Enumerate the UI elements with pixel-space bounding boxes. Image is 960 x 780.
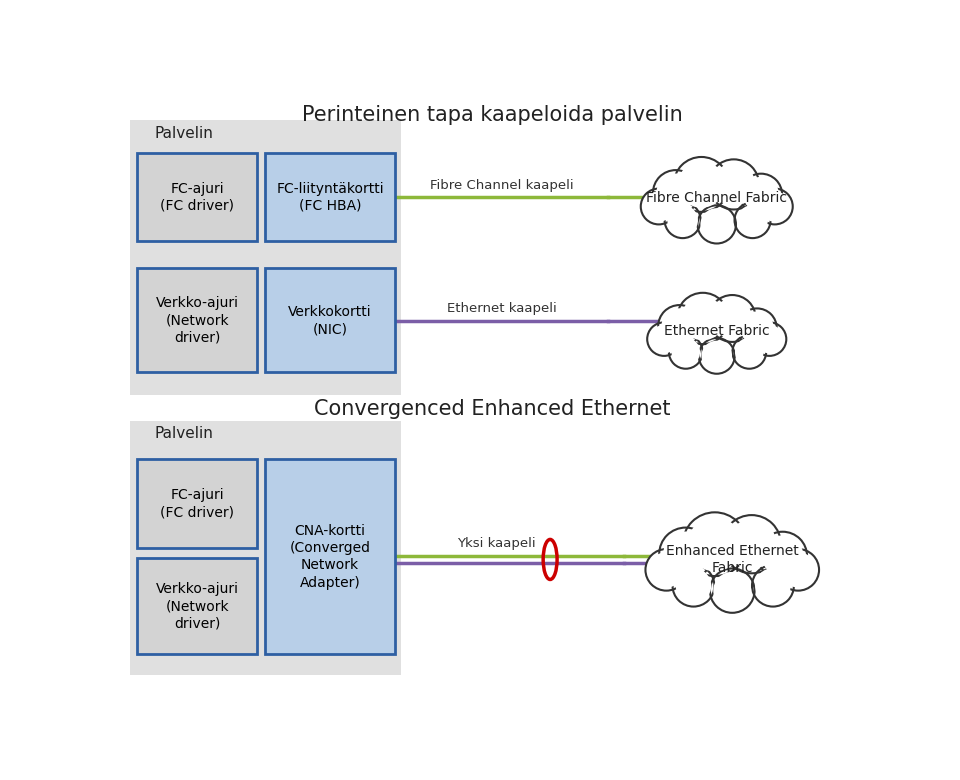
Circle shape [727,519,777,569]
FancyBboxPatch shape [265,153,396,242]
Circle shape [756,325,783,353]
Circle shape [752,565,794,607]
Circle shape [780,552,816,587]
FancyBboxPatch shape [130,120,401,395]
Circle shape [702,341,732,371]
FancyBboxPatch shape [265,459,396,654]
Circle shape [664,202,701,238]
Circle shape [712,299,753,339]
Circle shape [643,191,674,222]
Circle shape [737,308,777,348]
Text: Fibre Channel kaapeli: Fibre Channel kaapeli [430,179,573,192]
Circle shape [753,322,786,356]
Circle shape [722,515,780,573]
Text: CNA-kortti
(Converged
Network
Adapter): CNA-kortti (Converged Network Adapter) [290,524,371,590]
Circle shape [737,205,768,236]
Circle shape [735,338,763,366]
FancyBboxPatch shape [137,459,257,548]
Circle shape [671,338,700,366]
Circle shape [759,191,790,222]
Circle shape [653,170,699,215]
Circle shape [678,161,725,207]
Text: Palvelin: Palvelin [155,126,214,141]
Circle shape [710,569,755,613]
Circle shape [681,296,725,340]
Circle shape [674,157,729,212]
Circle shape [778,549,819,590]
Circle shape [758,532,807,580]
Circle shape [667,205,698,236]
Circle shape [712,163,756,206]
FancyBboxPatch shape [265,268,396,372]
Circle shape [663,531,708,576]
Circle shape [683,512,747,576]
Text: FC-ajuri
(FC driver): FC-ajuri (FC driver) [160,488,234,519]
Text: Verkko-ajuri
(Network
driver): Verkko-ajuri (Network driver) [156,582,239,630]
Text: Ethernet Fabric: Ethernet Fabric [664,324,770,338]
Circle shape [661,308,698,344]
Circle shape [660,527,712,580]
Circle shape [657,173,695,212]
Circle shape [713,572,752,609]
Circle shape [732,335,766,369]
Text: Ethernet kaapeli: Ethernet kaapeli [446,303,557,315]
Circle shape [701,208,733,241]
Text: FC-ajuri
(FC driver): FC-ajuri (FC driver) [160,182,234,213]
FancyBboxPatch shape [130,421,401,675]
Circle shape [673,565,714,607]
Circle shape [659,305,701,348]
Circle shape [676,568,711,604]
Circle shape [698,205,736,243]
Circle shape [649,552,684,587]
Circle shape [645,549,687,590]
Text: FC-liityntäkortti
(FC HBA): FC-liityntäkortti (FC HBA) [276,182,384,213]
Circle shape [647,322,681,356]
Circle shape [708,159,759,210]
Circle shape [756,189,793,225]
Text: Fibre Channel Fabric: Fibre Channel Fabric [646,190,787,204]
Circle shape [740,174,782,215]
Circle shape [743,177,779,212]
Text: Verkkokortti
(NIC): Verkkokortti (NIC) [288,305,372,336]
Circle shape [756,568,791,604]
Text: Verkko-ajuri
(Network
driver): Verkko-ajuri (Network driver) [156,296,239,345]
Circle shape [640,189,677,225]
Circle shape [708,295,756,342]
Text: Enhanced Ethernet
Fabric: Enhanced Ethernet Fabric [666,544,799,575]
Circle shape [699,338,734,374]
Text: Palvelin: Palvelin [155,426,214,441]
Text: Convergenced Enhanced Ethernet: Convergenced Enhanced Ethernet [314,399,670,420]
Circle shape [669,335,703,369]
FancyBboxPatch shape [137,558,257,654]
FancyBboxPatch shape [137,153,257,242]
FancyBboxPatch shape [137,268,257,372]
Circle shape [734,202,771,238]
Circle shape [650,325,679,353]
Circle shape [677,292,729,344]
Circle shape [762,535,804,576]
Text: Perinteinen tapa kaapeloida palvelin: Perinteinen tapa kaapeloida palvelin [301,105,683,125]
Circle shape [740,311,774,345]
Text: Yksi kaapeli: Yksi kaapeli [457,537,535,550]
Circle shape [687,517,742,571]
